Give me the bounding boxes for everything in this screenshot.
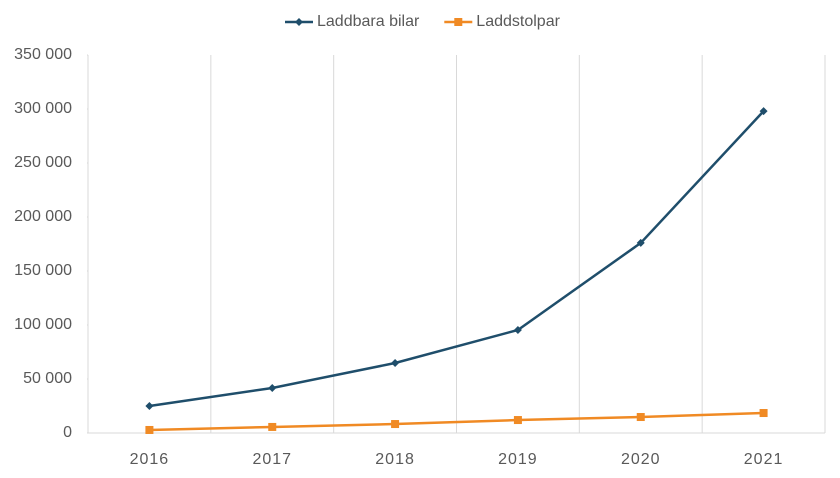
x-tick-label: 2021: [744, 451, 784, 468]
y-tick-label: 100 000: [14, 316, 72, 333]
line: [149, 110, 765, 408]
marker: [268, 383, 277, 392]
x-tick-label: 2020: [621, 451, 661, 468]
x-tick-label: 2017: [252, 451, 292, 468]
legend: Laddbara bilar Laddstolpar: [285, 13, 561, 30]
x-tick-label: 2018: [375, 451, 415, 468]
marker: [759, 107, 768, 116]
y-tick-label: 350 000: [14, 46, 72, 63]
y-tick-label: 150 000: [14, 262, 72, 279]
y-tick-label: 200 000: [14, 208, 72, 225]
x-tick-label: 2016: [130, 451, 170, 468]
line: [149, 411, 764, 432]
y-tick-label: 50 000: [23, 370, 72, 387]
marker: [454, 18, 463, 26]
marker: [513, 325, 522, 334]
legend-label: Laddbara bilar: [317, 13, 420, 30]
marker: [391, 359, 400, 368]
legend-label: Laddstolpar: [476, 13, 560, 30]
marker: [636, 238, 645, 247]
y-tick-label: 0: [63, 424, 72, 441]
marker: [391, 420, 400, 429]
marker: [145, 425, 154, 434]
marker: [268, 422, 277, 431]
series: [145, 409, 768, 434]
marker: [145, 402, 154, 410]
marker: [759, 409, 768, 418]
x-tick-label: 2019: [498, 451, 538, 468]
y-tick-label: 250 000: [14, 154, 72, 171]
y-tick-label: 300 000: [14, 100, 72, 117]
marker: [513, 416, 522, 425]
marker: [636, 413, 645, 422]
marker: [295, 18, 303, 26]
series: [145, 107, 768, 410]
